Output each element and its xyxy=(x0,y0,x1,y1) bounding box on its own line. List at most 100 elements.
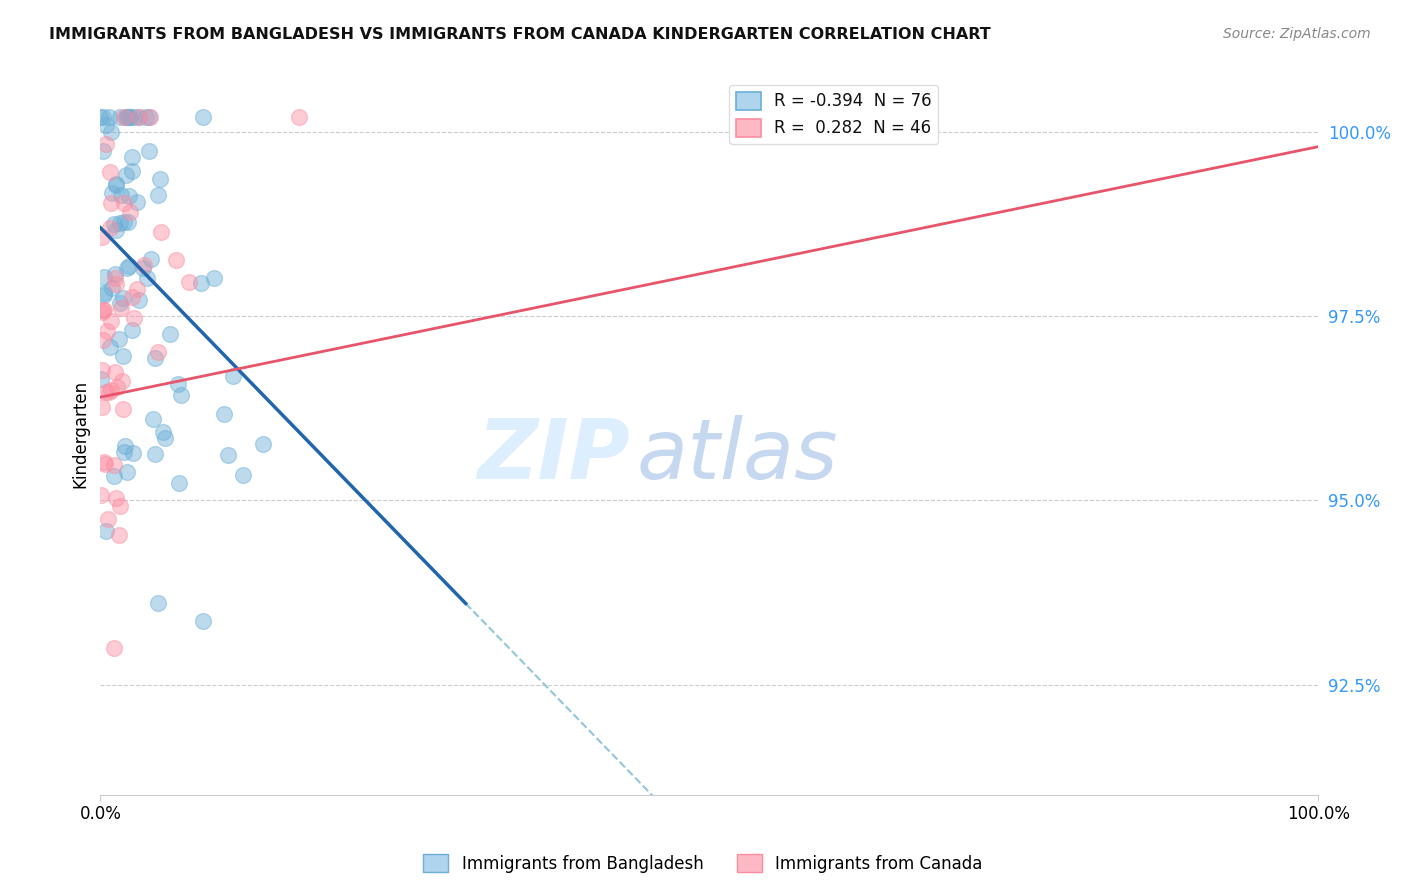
Point xyxy=(96,524,118,538)
Point xyxy=(122,310,145,325)
Point xyxy=(104,365,127,379)
Text: ZIP: ZIP xyxy=(478,415,630,496)
Point xyxy=(103,468,125,483)
Point xyxy=(112,215,135,229)
Point xyxy=(91,303,114,318)
Point xyxy=(118,260,141,274)
Point xyxy=(103,640,125,655)
Point xyxy=(136,271,159,285)
Point xyxy=(90,371,112,385)
Point xyxy=(252,436,274,450)
Point xyxy=(105,177,128,191)
Point xyxy=(143,351,166,365)
Point xyxy=(91,333,114,347)
Point xyxy=(105,178,128,193)
Y-axis label: Kindergarten: Kindergarten xyxy=(72,380,89,488)
Point xyxy=(93,269,115,284)
Point xyxy=(118,189,141,203)
Point xyxy=(96,324,118,338)
Point xyxy=(98,221,121,235)
Point xyxy=(138,110,160,124)
Point xyxy=(100,281,122,295)
Point xyxy=(105,222,128,236)
Point xyxy=(112,401,135,416)
Point xyxy=(91,144,114,158)
Point xyxy=(159,326,181,341)
Point xyxy=(105,277,128,291)
Text: atlas: atlas xyxy=(637,415,838,496)
Point xyxy=(146,188,169,202)
Point xyxy=(115,110,138,124)
Point xyxy=(120,204,142,219)
Point xyxy=(212,407,235,421)
Point xyxy=(152,425,174,439)
Point xyxy=(108,499,131,513)
Point xyxy=(167,376,190,391)
Point xyxy=(94,457,117,471)
Point xyxy=(222,369,245,384)
Point xyxy=(125,282,148,296)
Point xyxy=(138,145,160,159)
Point xyxy=(98,385,121,400)
Point xyxy=(117,215,139,229)
Point xyxy=(90,488,112,502)
Point xyxy=(114,440,136,454)
Point xyxy=(112,291,135,305)
Point xyxy=(100,125,122,139)
Point xyxy=(96,119,118,133)
Point xyxy=(128,110,150,124)
Point xyxy=(122,110,145,124)
Point xyxy=(103,271,125,285)
Point xyxy=(115,260,138,275)
Point xyxy=(100,383,122,397)
Point xyxy=(93,454,115,468)
Point xyxy=(150,226,173,240)
Point xyxy=(115,169,138,183)
Point xyxy=(122,446,145,460)
Point xyxy=(112,110,135,124)
Point xyxy=(191,615,214,629)
Point xyxy=(132,258,155,272)
Point xyxy=(121,290,143,304)
Point xyxy=(100,314,122,328)
Text: IMMIGRANTS FROM BANGLADESH VS IMMIGRANTS FROM CANADA KINDERGARTEN CORRELATION CH: IMMIGRANTS FROM BANGLADESH VS IMMIGRANTS… xyxy=(49,27,991,42)
Point xyxy=(103,458,125,472)
Point xyxy=(121,323,143,337)
Legend: Immigrants from Bangladesh, Immigrants from Canada: Immigrants from Bangladesh, Immigrants f… xyxy=(416,847,990,880)
Point xyxy=(288,110,311,124)
Point xyxy=(110,188,132,202)
Point xyxy=(115,110,138,124)
Point xyxy=(142,412,165,426)
Point xyxy=(105,380,128,394)
Point xyxy=(190,276,212,290)
Point xyxy=(110,301,132,315)
Point xyxy=(118,110,141,124)
Point xyxy=(100,186,122,201)
Point xyxy=(98,340,121,354)
Point xyxy=(177,275,200,289)
Point xyxy=(93,303,115,318)
Point xyxy=(112,444,135,458)
Point xyxy=(153,431,176,445)
Point xyxy=(135,110,157,124)
Point xyxy=(108,528,131,542)
Point xyxy=(105,491,128,505)
Legend: R = -0.394  N = 76, R =  0.282  N = 46: R = -0.394 N = 76, R = 0.282 N = 46 xyxy=(730,85,938,144)
Point xyxy=(128,110,150,124)
Point xyxy=(91,362,114,376)
Point xyxy=(170,388,193,402)
Point xyxy=(118,110,141,124)
Point xyxy=(91,110,114,124)
Point xyxy=(139,252,162,266)
Point xyxy=(146,597,169,611)
Point xyxy=(204,270,226,285)
Point xyxy=(121,164,143,178)
Point xyxy=(146,344,169,359)
Point xyxy=(100,196,122,211)
Point xyxy=(90,230,112,244)
Point xyxy=(125,194,148,209)
Point xyxy=(108,332,131,346)
Point xyxy=(93,288,115,302)
Point xyxy=(112,196,135,211)
Point xyxy=(111,374,134,388)
